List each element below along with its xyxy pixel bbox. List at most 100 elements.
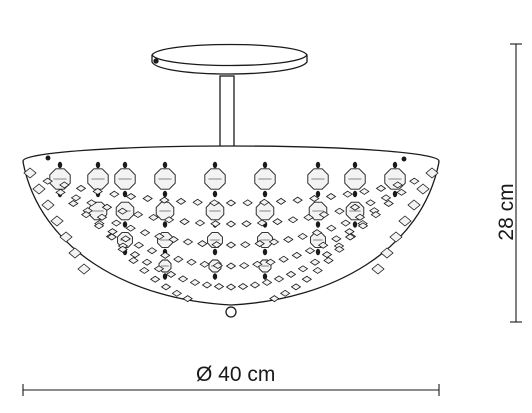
crystal-drop (301, 275, 313, 283)
lamp-stem (219, 75, 235, 151)
crystal-drop (194, 219, 206, 227)
crystal-drop (380, 194, 392, 202)
crystal-drop (252, 260, 263, 268)
crystal-bead (315, 221, 321, 228)
crystal-drop (291, 251, 303, 259)
crystal-drop (304, 247, 316, 255)
crystal-drop (111, 219, 122, 227)
crystal-drop (225, 199, 237, 207)
crystal-drop (96, 213, 108, 221)
crystal-drop (192, 198, 203, 206)
crystal-drop (265, 258, 276, 266)
crystal-drop (128, 256, 139, 264)
crystal-drop (272, 218, 283, 226)
crystal-drop (168, 236, 179, 243)
crystal-drop (171, 289, 183, 297)
crystal-drop (179, 218, 190, 226)
crystal-bead (262, 190, 268, 198)
crystal-drop (42, 177, 53, 185)
crystal-drop (93, 222, 105, 230)
crystal-drop (117, 207, 128, 215)
crystal-drop (163, 216, 175, 224)
crystal-drop (68, 247, 82, 259)
crystal-drop (186, 258, 197, 266)
crystal-bead (162, 221, 168, 228)
crystal-drop (120, 235, 131, 243)
crystal-drop (210, 220, 221, 228)
crystal-drop (297, 265, 309, 273)
crystal-drop (101, 203, 113, 211)
crystal-drop (225, 220, 237, 228)
crystal-bead (315, 190, 321, 198)
crystal-bead (162, 273, 168, 280)
crystal-drop (32, 183, 46, 195)
crystal-drop (209, 199, 220, 207)
crystal-drop (259, 198, 270, 206)
crystal-drop (165, 270, 177, 278)
crystal-drop (139, 266, 150, 274)
crystal-drop (331, 235, 342, 243)
crystal-bead (352, 221, 358, 228)
crystal-drop (125, 224, 136, 232)
crystal-bead (212, 190, 218, 198)
crystal-bead (212, 161, 218, 169)
crystal-drop (398, 215, 412, 227)
crystal-drop (125, 193, 137, 200)
crystal-drop (146, 247, 158, 255)
crystal-drop (132, 211, 144, 219)
crystal-drop (92, 187, 103, 195)
crystal-bead (162, 190, 168, 198)
crystal-drop (189, 278, 201, 286)
crystal-drop (312, 266, 323, 274)
crystal-bead (95, 161, 101, 169)
crystal-bead (57, 161, 63, 169)
crystal-drop (370, 211, 382, 219)
crystal-drop (297, 232, 308, 240)
crystal-drop (309, 258, 321, 266)
crystal-drop (303, 213, 314, 221)
crystal-drop (416, 183, 430, 195)
crystal-drop (317, 241, 329, 249)
crystal-bead (262, 273, 268, 280)
crystal-drop (197, 240, 208, 248)
crystal-drop (311, 229, 323, 237)
crystal-drop (182, 295, 193, 303)
crystal-drop (160, 283, 172, 291)
crystal-drop (59, 181, 70, 189)
crystal-drop (261, 278, 273, 286)
crystal-drop (106, 233, 118, 241)
crystal-strands (23, 161, 439, 303)
crystal-drop (133, 241, 145, 249)
crystal-drop (159, 196, 170, 204)
crystal-drop (342, 190, 353, 198)
crystal-drop (279, 289, 291, 297)
crystal-bead (262, 161, 268, 169)
crystal-drop (173, 255, 184, 263)
crystal-drop (396, 188, 407, 196)
crystal-drop (318, 211, 330, 219)
crystal-drop (50, 215, 64, 227)
crystal-drop (109, 190, 120, 198)
crystal-drop (201, 281, 213, 289)
crystal-drop (389, 231, 403, 243)
crystal-bead (392, 190, 398, 198)
crystal-drop (256, 219, 268, 227)
crystal-drop (344, 233, 356, 241)
height-dimension-label: 28 cm (495, 183, 518, 241)
crystal-drop (213, 283, 225, 290)
crystal-bead (122, 190, 128, 198)
crystal-bead (212, 273, 218, 280)
crystal-drop (241, 220, 252, 228)
crystal-drop (153, 265, 165, 273)
crystal-bead (122, 221, 128, 228)
crystal-bead (315, 161, 321, 169)
crystal-bead (352, 190, 358, 198)
crystal-drop (154, 232, 165, 240)
crystal-drop (273, 275, 285, 283)
crystal-drop (199, 260, 210, 268)
crystal-drop (225, 262, 237, 270)
crystal-drop (383, 200, 394, 207)
crystal-drop (59, 231, 73, 243)
crystal-drop (287, 216, 299, 224)
